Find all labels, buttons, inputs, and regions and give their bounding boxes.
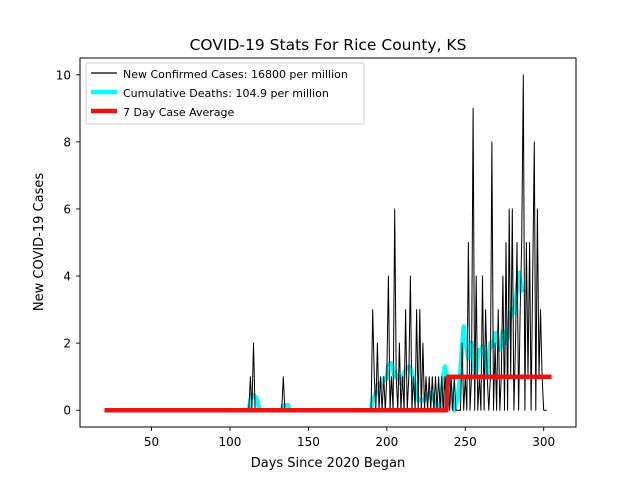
plot-area — [79, 57, 577, 428]
x-tick-label: 50 — [144, 435, 159, 449]
legend-label-new-cases: New Confirmed Cases: 16800 per million — [123, 68, 348, 81]
x-tick-label: 200 — [375, 435, 398, 449]
x-tick-label: 100 — [219, 435, 242, 449]
plot-lines — [104, 74, 552, 413]
y-tick-label: 10 — [56, 68, 71, 82]
x-axis-ticks: 50 100 150 200 250 300 — [144, 427, 555, 449]
legend-label-7-day-average: 7 Day Case Average — [123, 106, 235, 119]
y-tick-label: 2 — [63, 337, 71, 351]
y-tick-label: 4 — [63, 270, 71, 284]
y-axis-ticks: 0 2 4 6 8 10 — [56, 68, 80, 418]
y-axis-label: New COVID-19 Cases — [32, 173, 47, 311]
series-cumulative-deaths-line — [279, 402, 292, 411]
chart-title: COVID-19 Stats For Rice County, KS — [190, 36, 467, 54]
x-axis-label: Days Since 2020 Began — [251, 456, 406, 471]
legend-box — [85, 62, 365, 125]
x-tick-label: 250 — [454, 435, 477, 449]
legend: New Confirmed Cases: 16800 per million C… — [85, 62, 365, 125]
series-7-day-average-line — [104, 374, 552, 413]
y-tick-label: 8 — [63, 135, 71, 149]
x-tick-label: 150 — [297, 435, 320, 449]
series-new-cases-line — [104, 74, 547, 411]
y-tick-label: 0 — [63, 404, 71, 418]
legend-label-cumulative-deaths: Cumulative Deaths: 104.9 per million — [123, 87, 329, 100]
x-tick-label: 300 — [532, 435, 555, 449]
y-tick-label: 6 — [63, 202, 71, 216]
